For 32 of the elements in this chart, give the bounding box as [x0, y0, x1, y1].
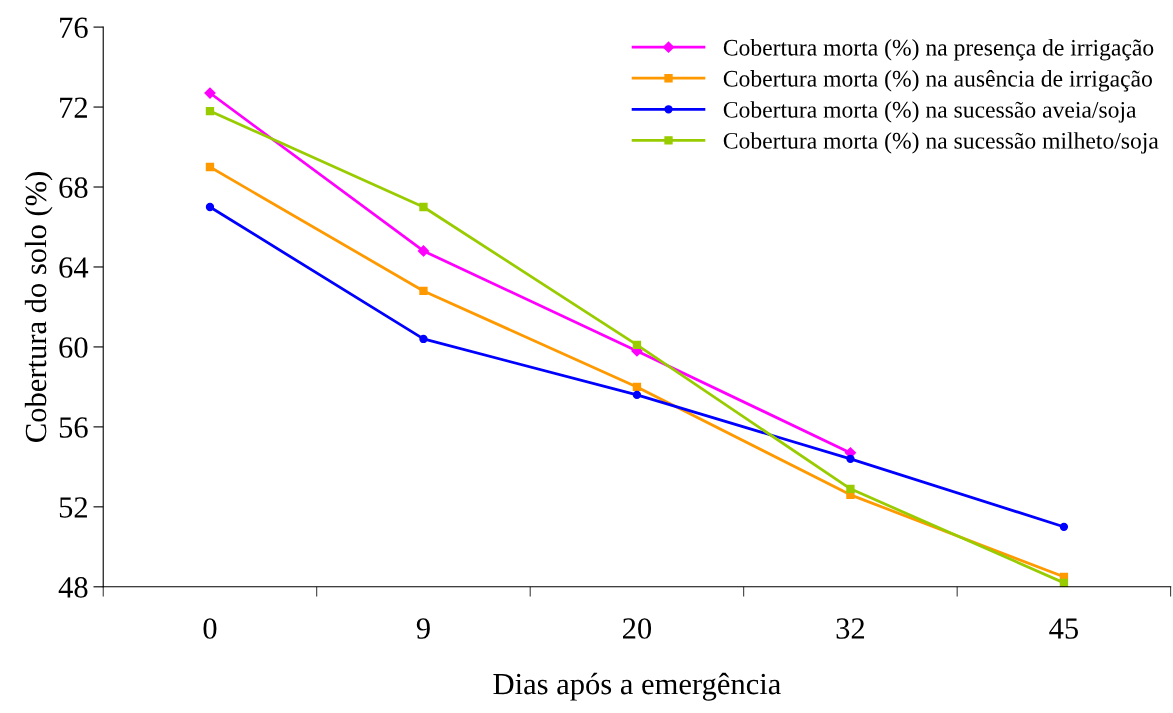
y-tick-label: 64	[59, 257, 89, 278]
x-tick-label: 0	[203, 618, 217, 639]
point	[632, 340, 642, 350]
point	[632, 390, 642, 400]
point	[632, 382, 642, 392]
y-tick-label: 52	[59, 497, 87, 518]
point	[419, 334, 428, 344]
x-tick-label: 45	[1049, 618, 1078, 639]
x-axis-title: Dias após a emergência	[493, 672, 781, 701]
legend-label: Cobertura morta (%) na sucessão milheto/soja	[723, 132, 1159, 154]
y-tick-label: 48	[58, 577, 88, 598]
x-tick-label: 20	[623, 618, 652, 639]
y-tick-label: 68	[59, 177, 88, 198]
point	[419, 202, 428, 212]
point	[419, 286, 428, 296]
y-tick-label: 56	[59, 417, 88, 438]
legend-label: Cobertura morta (%) na ausência de irrigação	[723, 70, 1152, 92]
legend-label: Cobertura morta (%) na presença de irrigação	[723, 39, 1154, 61]
y-axis-title: Cobertura do solo (%)	[24, 172, 53, 442]
point	[205, 106, 215, 116]
point	[205, 162, 215, 172]
point	[1059, 522, 1069, 531]
point	[417, 245, 430, 257]
y-tick-label: 60	[59, 337, 88, 358]
point	[846, 484, 855, 494]
y-tick-label: 72	[60, 97, 87, 118]
legend-label: Cobertura morta (%) na sucessão aveia/soja	[723, 101, 1137, 123]
point	[846, 454, 855, 464]
y-tick-label: 76	[60, 17, 88, 38]
point	[205, 202, 215, 212]
x-tick-label: 32	[836, 618, 865, 639]
x-tick-label: 9	[416, 618, 430, 639]
